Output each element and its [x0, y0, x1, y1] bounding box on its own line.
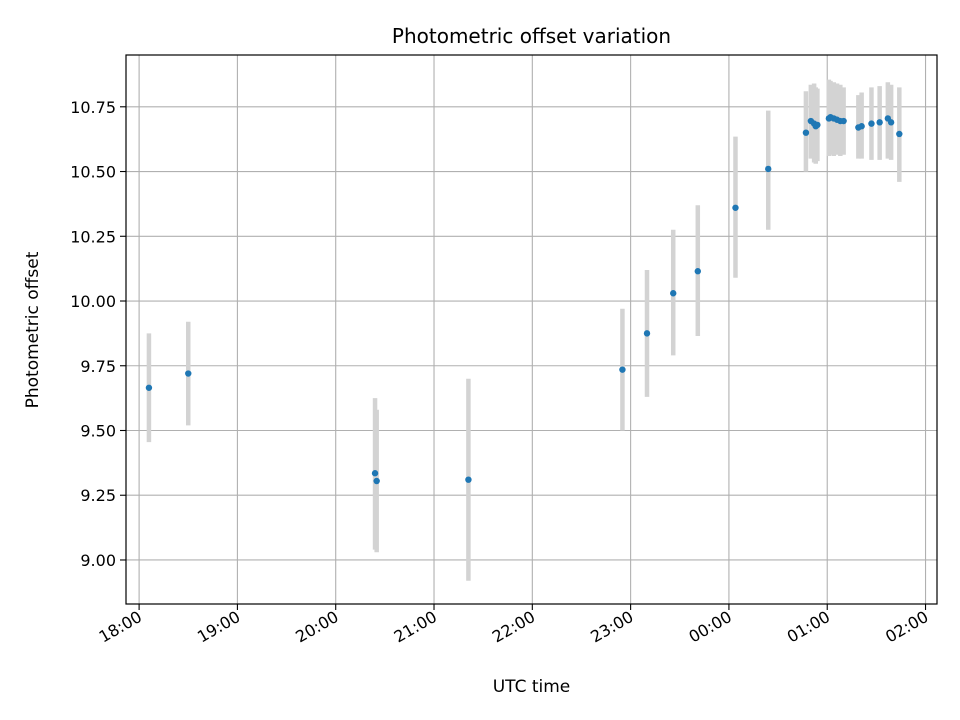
- data-point: [619, 366, 626, 373]
- y-axis-ticks: 9.00 9.25 9.50 9.75 10.00 10.25 10.50 10.75: [70, 98, 126, 570]
- data-point: [373, 477, 380, 485]
- data-point: [732, 204, 739, 211]
- data-point: [670, 290, 677, 297]
- data-point: [887, 119, 895, 126]
- y-tick-label: 10.25: [70, 227, 116, 246]
- chart-title: Photometric offset variation: [392, 24, 671, 48]
- data-point: [858, 123, 865, 130]
- y-tick-label: 10.75: [70, 98, 116, 117]
- data-points: [145, 113, 903, 485]
- y-tick-label: 10.00: [70, 292, 116, 311]
- data-point: [643, 330, 651, 337]
- y-tick-label: 10.50: [70, 163, 116, 182]
- plot-area-frame: [125, 54, 938, 605]
- y-axis-title: Photometric offset: [23, 251, 43, 408]
- data-point: [765, 165, 772, 173]
- y-tick-label: 9.25: [80, 486, 116, 505]
- data-point: [840, 117, 847, 125]
- data-point: [814, 121, 821, 129]
- data-point: [868, 120, 875, 127]
- data-point: [876, 119, 883, 126]
- data-point: [694, 268, 701, 275]
- data-point: [145, 384, 153, 391]
- y-tick-label: 9.75: [80, 357, 116, 376]
- data-point: [802, 129, 810, 136]
- data-point: [896, 130, 903, 138]
- grid: [126, 55, 937, 604]
- data-point: [185, 370, 192, 377]
- data-point: [371, 470, 379, 477]
- y-tick-label: 9.50: [80, 421, 116, 440]
- data-point: [465, 476, 472, 483]
- y-tick-label: 9.00: [80, 551, 116, 570]
- x-axis-title: UTC time: [493, 677, 571, 697]
